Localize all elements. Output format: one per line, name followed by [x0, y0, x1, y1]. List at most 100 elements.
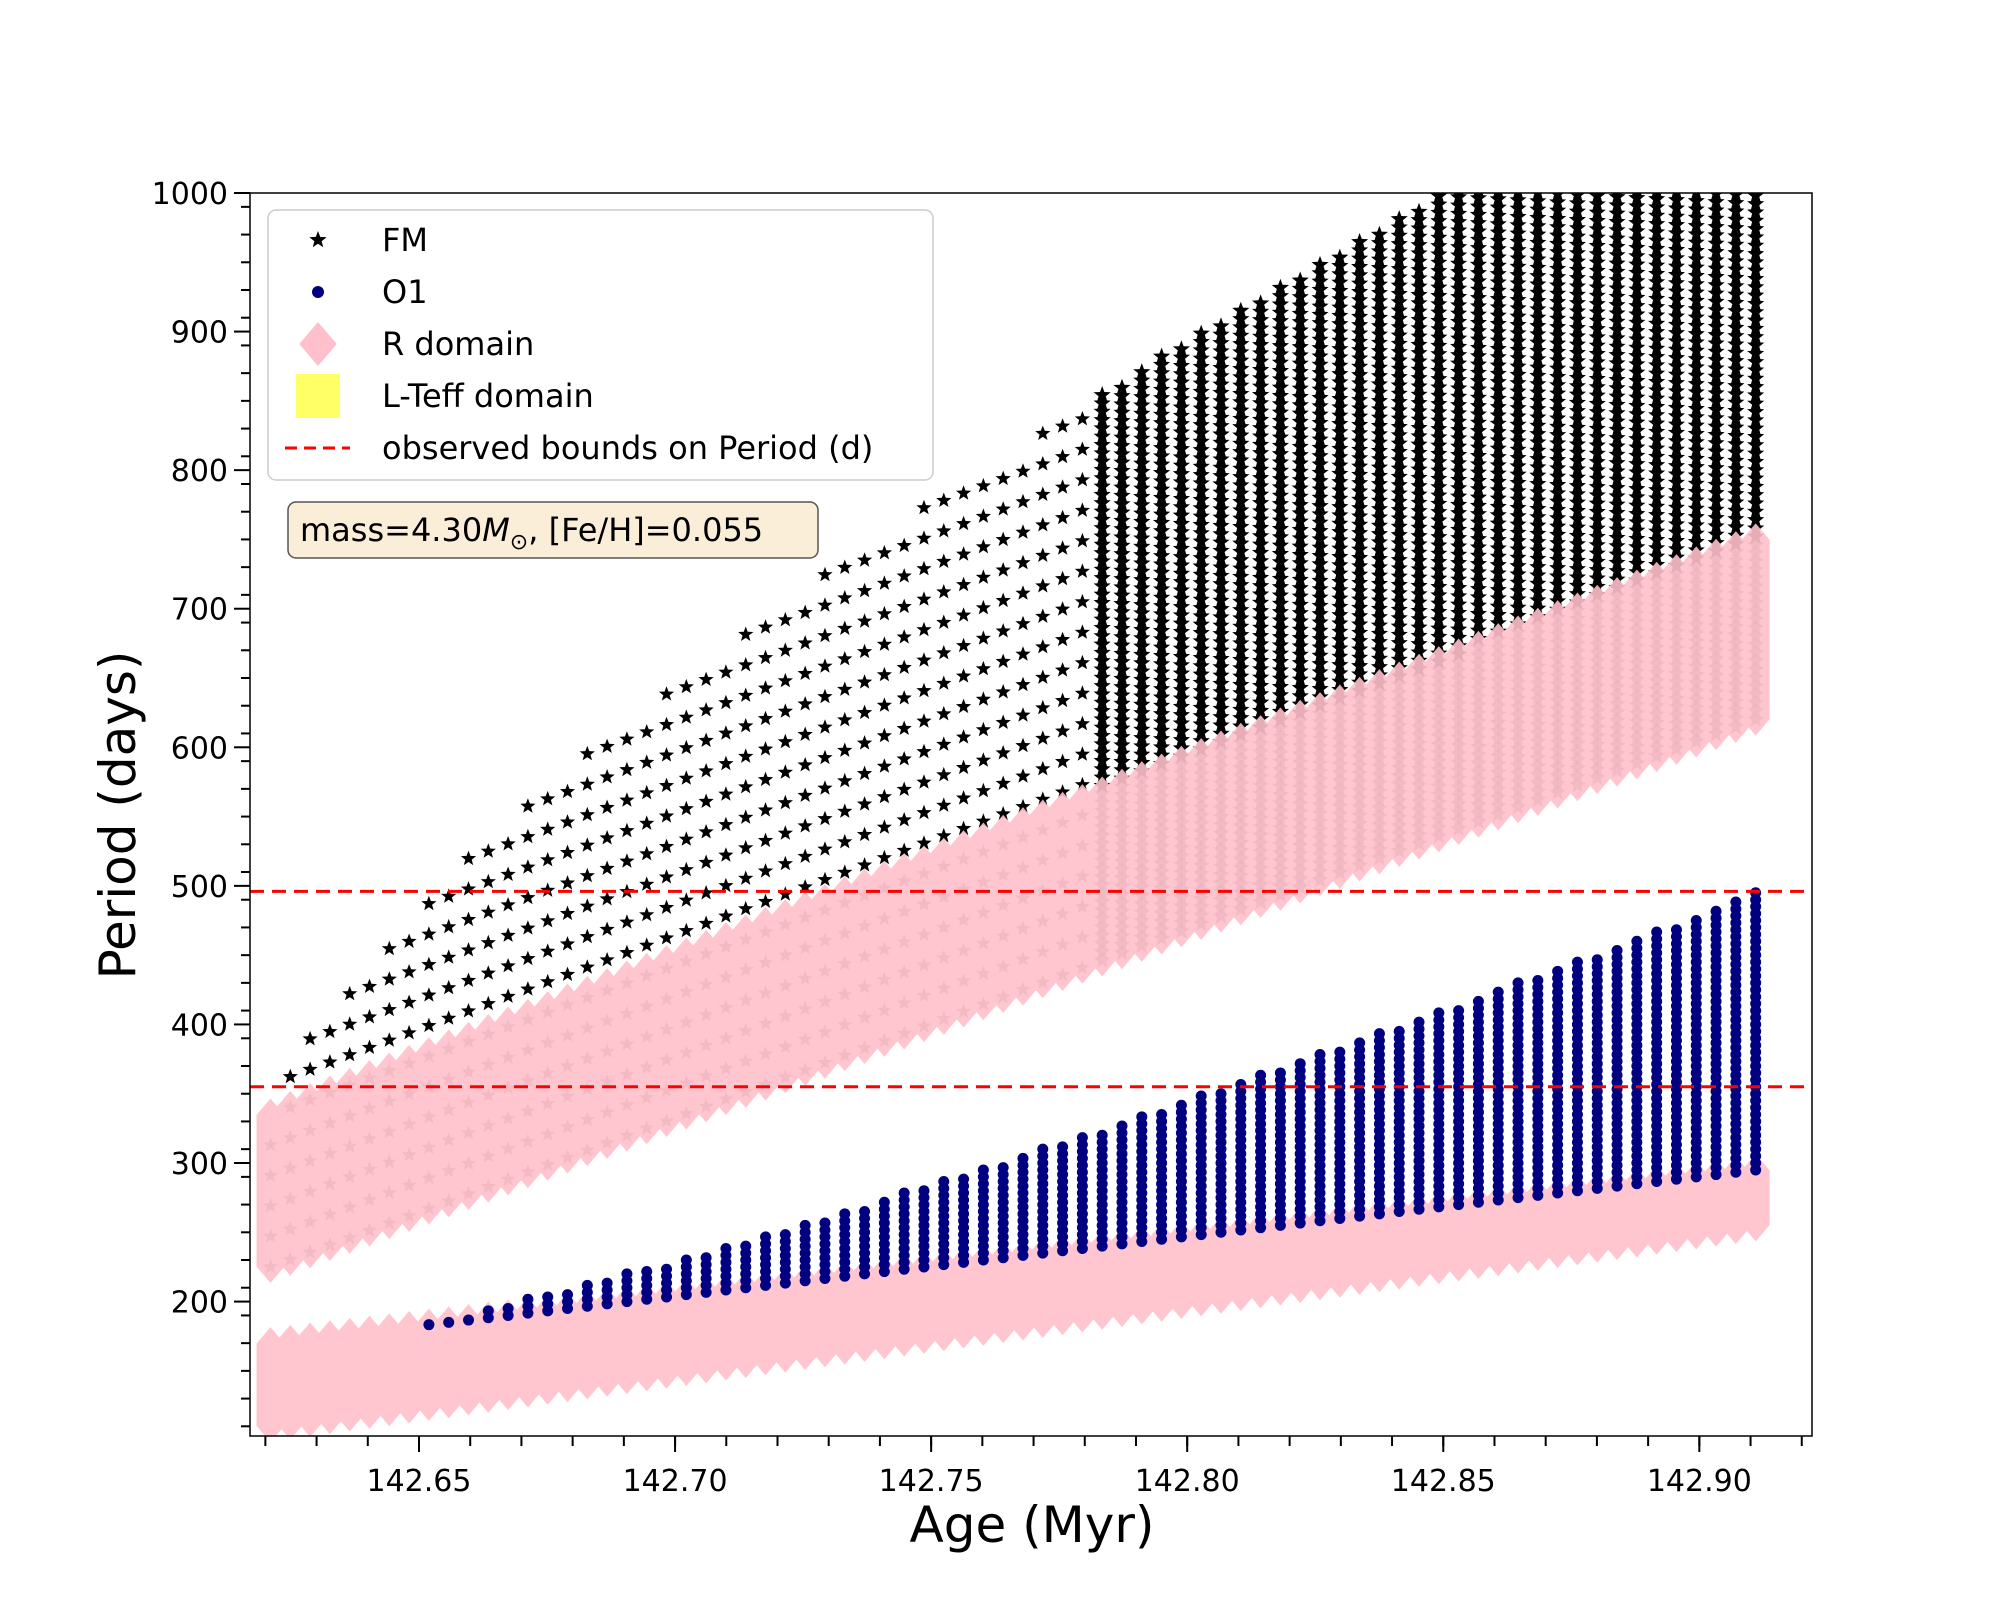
r-domain-fm-marker	[1464, 805, 1493, 838]
fm-star	[559, 966, 576, 981]
fm-star	[1450, 304, 1468, 321]
fm-star	[698, 732, 714, 747]
fm-star	[1469, 272, 1487, 289]
fm-star	[678, 831, 694, 846]
fm-star	[599, 799, 615, 814]
fm-star	[1370, 516, 1388, 533]
fm-star	[817, 566, 833, 582]
fm-star	[1747, 236, 1765, 253]
fm-star	[1572, 193, 1583, 194]
fm-star	[1331, 531, 1349, 548]
fm-star	[1410, 394, 1428, 411]
fm-star	[1331, 622, 1349, 639]
fm-star	[1291, 520, 1309, 538]
fm-star	[777, 886, 793, 901]
fm-star	[599, 921, 615, 936]
fm-star	[1232, 343, 1250, 360]
fm-star	[1727, 244, 1745, 261]
fm-star	[1747, 469, 1765, 486]
fm-star	[421, 1017, 437, 1033]
fm-star	[876, 636, 892, 651]
fm-star	[1133, 487, 1151, 505]
y-tick-label: 300	[171, 1147, 228, 1182]
fm-star	[1035, 791, 1051, 806]
fm-star	[1667, 349, 1685, 366]
fm-star	[1648, 281, 1666, 298]
fm-star	[1529, 591, 1547, 608]
fm-star	[1232, 426, 1250, 443]
fm-star	[797, 604, 813, 620]
fm-star	[1608, 370, 1626, 388]
fm-star	[1153, 688, 1171, 705]
fm-star	[1549, 301, 1567, 318]
fm-star	[1212, 624, 1230, 642]
fm-star	[1113, 403, 1131, 420]
fm-star	[1727, 293, 1745, 311]
o1-point	[423, 1319, 435, 1331]
fm-star	[876, 666, 892, 682]
y-tick-label: 500	[171, 870, 228, 905]
fm-star	[1450, 238, 1468, 255]
fm-star	[1667, 274, 1685, 291]
fm-star	[1351, 457, 1369, 474]
fm-star	[1153, 447, 1171, 464]
fm-star	[1133, 662, 1151, 679]
fm-star	[1351, 607, 1369, 624]
fm-star	[817, 597, 833, 612]
fm-star	[1390, 575, 1408, 593]
fm-star	[1133, 546, 1151, 563]
fm-star	[1410, 527, 1428, 544]
fm-star	[1509, 307, 1527, 324]
fm-star	[1509, 565, 1527, 582]
fm-star	[856, 613, 873, 628]
fm-star	[1687, 483, 1705, 500]
fm-star	[1410, 593, 1428, 610]
fm-star	[1588, 336, 1606, 353]
o1-point	[1175, 1099, 1187, 1111]
fm-star	[1055, 540, 1071, 555]
fm-star	[817, 810, 833, 826]
fm-star	[1291, 321, 1309, 338]
fm-star	[1093, 627, 1111, 644]
fm-star	[1509, 249, 1527, 266]
fm-star	[1212, 699, 1230, 716]
fm-star	[1410, 502, 1428, 519]
fm-star	[1747, 203, 1765, 220]
fm-star	[1311, 521, 1329, 539]
fm-star	[1707, 201, 1725, 218]
r-domain-o1-marker	[791, 1337, 819, 1370]
fm-star	[757, 680, 774, 695]
fm-star	[1212, 467, 1230, 484]
fm-star	[1430, 619, 1448, 636]
fm-star	[1390, 625, 1408, 643]
fm-star	[1529, 558, 1547, 575]
fm-star	[1212, 683, 1230, 700]
fm-star	[1331, 323, 1349, 340]
fm-star	[1351, 532, 1369, 549]
fm-star	[1252, 568, 1270, 586]
fm-star	[1568, 410, 1586, 427]
fm-star	[1331, 281, 1349, 299]
fm-star	[1608, 312, 1626, 329]
fm-star	[1628, 322, 1646, 339]
fm-star	[1489, 464, 1507, 481]
fm-star	[896, 751, 912, 766]
o1-point	[1690, 915, 1702, 927]
fm-star	[1410, 610, 1428, 627]
fm-star	[1707, 218, 1725, 235]
fm-star	[1588, 419, 1606, 436]
fm-star	[1509, 490, 1527, 507]
y-tick-label: 800	[171, 454, 228, 489]
fm-star	[1015, 585, 1031, 600]
r-domain-o1-marker	[276, 1407, 304, 1436]
fm-star	[1291, 570, 1309, 588]
fm-star	[1252, 676, 1270, 694]
fm-star	[1608, 545, 1626, 562]
fm-star	[1093, 693, 1111, 710]
fm-star	[1311, 563, 1329, 580]
fm-star	[1588, 328, 1606, 345]
fm-star	[1252, 336, 1270, 353]
fm-star	[1667, 332, 1685, 349]
fm-star	[1311, 314, 1329, 331]
fm-star	[1747, 494, 1765, 511]
